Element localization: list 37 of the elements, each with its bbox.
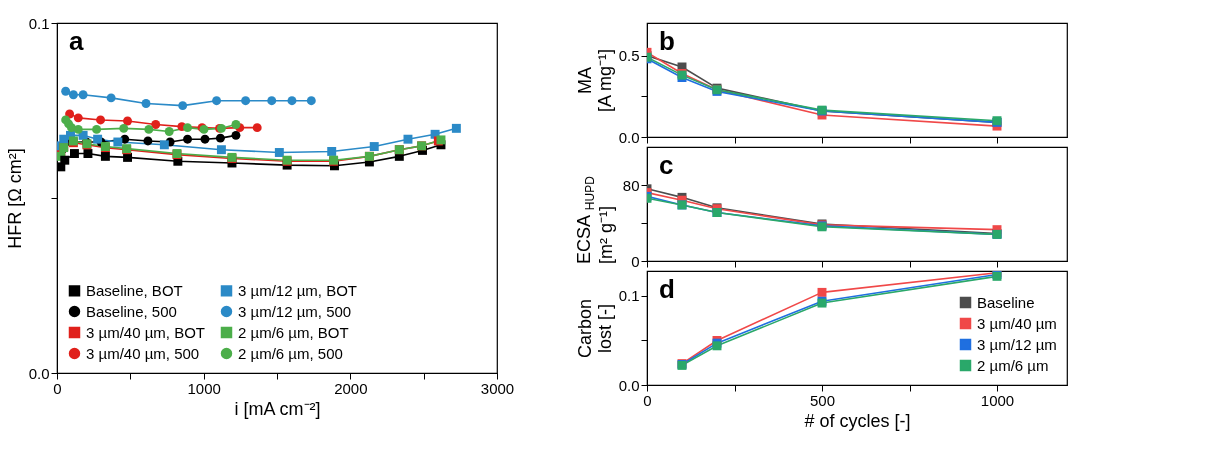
legend-label: 3 µm/40 µm, 500 bbox=[86, 344, 200, 362]
x-tick-label: 500 bbox=[809, 391, 836, 409]
x-axis-title: i [mA cm⁻²] bbox=[234, 398, 321, 419]
legend-label: 2 µm/6 µm, BOT bbox=[238, 323, 349, 341]
legend-label: 2 µm/6 µm bbox=[977, 356, 1049, 374]
x-tick-label: 0 bbox=[53, 379, 62, 397]
x-tick-label: 2000 bbox=[334, 379, 368, 397]
x-tick-label: 3000 bbox=[480, 379, 515, 397]
legend-label: 3 µm/12 µm, 500 bbox=[238, 302, 352, 320]
legend-label: 2 µm/6 µm, 500 bbox=[238, 344, 343, 362]
x-tick-label: 1000 bbox=[187, 379, 221, 397]
y-tick-label: 0.1 bbox=[618, 287, 640, 305]
annotation: c bbox=[659, 150, 674, 180]
y-axis-title: HFR [Ω cm²] bbox=[4, 148, 25, 249]
annotation: b bbox=[659, 26, 675, 56]
y-axis-title: ECSAHUPD [m² g⁻¹] bbox=[574, 175, 616, 264]
y-tick-label: 0 bbox=[631, 252, 640, 270]
legend-label: Baseline, BOT bbox=[86, 281, 183, 299]
legend-label: 3 µm/12 µm bbox=[977, 335, 1057, 353]
legend-label: 3 µm/40 µm bbox=[977, 314, 1057, 332]
y-axis-title: MA [A mg⁻¹] bbox=[574, 48, 615, 113]
y-axis-title: Carbon lost [-] bbox=[574, 298, 615, 359]
y-tick-label: 0.1 bbox=[28, 14, 50, 32]
legend-label: 3 µm/12 µm, BOT bbox=[238, 281, 357, 299]
legend-label: Baseline, 500 bbox=[86, 302, 177, 320]
x-axis-title: # of cycles [-] bbox=[804, 410, 911, 431]
y-tick-label: 0.0 bbox=[28, 364, 50, 382]
annotation: a bbox=[69, 26, 84, 56]
y-tick-label: 0.0 bbox=[618, 376, 640, 394]
x-tick-label: 0 bbox=[643, 391, 652, 409]
annotation: d bbox=[659, 274, 675, 304]
legend-label: Baseline bbox=[977, 293, 1035, 311]
y-tick-label: 0.5 bbox=[618, 47, 640, 65]
y-tick-label: 80 bbox=[622, 176, 640, 194]
legend-label: 3 µm/40 µm, BOT bbox=[86, 323, 205, 341]
x-tick-label: 1000 bbox=[980, 391, 1015, 409]
y-tick-label: 0.0 bbox=[618, 128, 640, 146]
